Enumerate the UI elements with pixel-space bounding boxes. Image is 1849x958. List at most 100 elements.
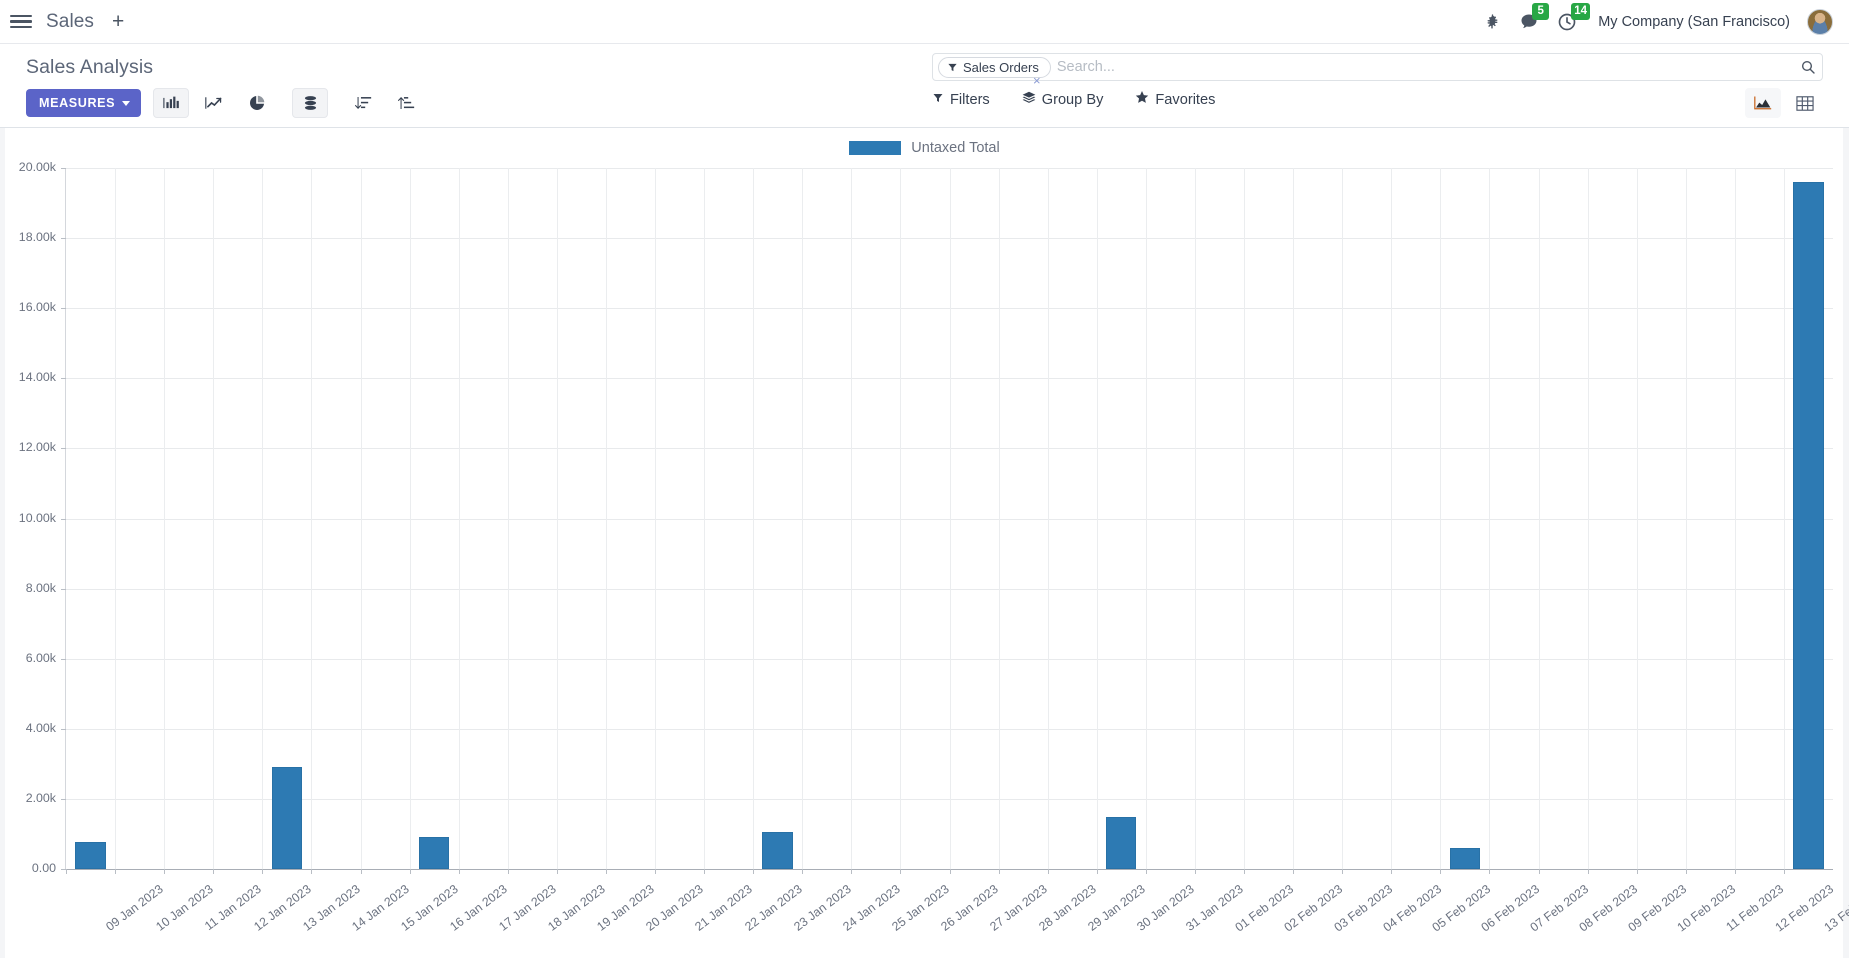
x-axis-tick-mark [1342,869,1344,874]
page-title: Sales Analysis [26,56,154,78]
x-axis-tick-mark [704,869,706,874]
chart-bar[interactable] [75,841,106,869]
line-chart-button[interactable] [196,88,232,118]
search-view[interactable]: Sales Orders × [932,53,1823,87]
company-switcher[interactable]: My Company (San Francisco) [1598,13,1790,30]
legend-swatch-untaxed-total[interactable] [849,141,902,155]
search-input[interactable] [1050,59,1794,75]
x-axis-tick-mark [164,869,166,874]
x-axis-tick-mark [66,869,67,874]
layers-icon [1022,91,1036,108]
y-axis-tick-label: 12.00k [18,440,56,455]
right-frame-edge [1843,128,1849,958]
x-gridline [655,168,656,869]
x-gridline [1096,168,1098,869]
x-axis-tick-mark [409,869,411,874]
search-facet-remove-icon[interactable]: × [1033,73,1041,88]
chart-bar[interactable] [1449,847,1481,869]
x-axis-tick-mark [1636,869,1638,874]
stacked-button[interactable] [292,88,329,118]
search-facet-sales-orders[interactable]: Sales Orders [938,56,1051,78]
new-record-button[interactable]: + [112,10,125,33]
x-gridline [556,168,558,869]
x-gridline [1685,168,1687,869]
y-axis-tick-mark [61,728,66,730]
chart-legend: Untaxed Total [0,140,1849,156]
measures-button[interactable]: MEASURES [26,89,142,117]
x-axis-tick-mark [1783,869,1785,874]
magnifier-icon[interactable] [1794,59,1816,75]
x-axis-tick-mark [655,869,656,874]
x-axis-tick-mark [262,869,264,874]
x-gridline [1734,168,1736,869]
chart-bar[interactable] [418,837,450,869]
activities-clock-icon[interactable]: 14 [1557,2,1591,32]
x-axis-tick-mark [458,869,460,874]
chart-bar[interactable] [1793,182,1824,869]
bug-icon[interactable] [1484,13,1501,30]
y-axis-tick-mark [61,448,66,450]
x-gridline [1244,168,1245,869]
filter-funnel-icon [939,62,963,73]
x-gridline [1145,168,1147,869]
pivot-view-button[interactable] [1787,88,1823,118]
group-by-menu-label: Group By [1041,91,1104,108]
navbar-left: Sales + [10,11,132,33]
x-gridline [360,168,362,869]
x-gridline [1636,168,1638,869]
x-axis-tick-mark [1734,869,1736,874]
messages-icon[interactable]: 5 [1518,2,1550,32]
x-gridline [311,168,313,869]
sort-ascending-button[interactable] [388,88,424,118]
x-gridline [753,168,755,869]
x-gridline [851,168,853,869]
bar-chart-button[interactable] [153,88,190,118]
x-axis-tick-mark [1685,869,1687,874]
x-gridline [900,168,902,869]
x-gridline [164,168,166,869]
x-gridline [409,168,411,869]
y-axis-tick-mark [61,168,66,169]
y-axis-tick-label: 14.00k [18,370,56,385]
app-name[interactable]: Sales [46,10,95,32]
graph-view-button[interactable] [1745,88,1781,118]
y-axis-tick-label: 6.00k [25,650,56,665]
chevron-down-icon [122,100,131,106]
y-axis-tick-mark [61,869,66,870]
x-gridline [998,168,1000,869]
control-panel-bottom-row: MEASURES [26,88,1823,118]
y-axis-tick-mark [61,238,66,240]
hamburger-icon[interactable] [10,13,32,31]
chart-bar[interactable] [762,832,793,869]
avatar[interactable] [1807,8,1833,35]
y-axis-tick-label: 20.00k [18,160,56,174]
view-switcher [1745,88,1823,118]
x-axis-tick-mark [213,869,215,874]
x-axis-tick-mark [1194,869,1196,874]
chart-bar[interactable] [271,767,303,869]
x-gridline [1194,168,1196,869]
filter-funnel-icon [932,92,944,108]
x-axis-tick-mark [1489,869,1491,874]
x-gridline [1342,168,1344,869]
x-axis-tick-mark [1293,869,1295,874]
x-gridline [507,168,509,869]
y-axis-tick-mark [61,798,66,800]
pie-chart-button[interactable] [239,88,275,118]
chart-bar[interactable] [1106,817,1137,869]
favorites-menu[interactable]: Favorites [1135,91,1215,108]
x-axis-tick-mark [1096,869,1098,874]
favorites-menu-label: Favorites [1155,91,1216,108]
filters-menu[interactable]: Filters [932,92,990,108]
y-axis-tick-label: 10.00k [18,510,56,525]
control-panel: Sales Analysis Sales Orders × MEASURES [0,44,1849,128]
y-axis-tick-label: 18.00k [18,230,56,245]
messages-badge: 5 [1532,2,1550,20]
x-gridline [1783,168,1785,869]
y-axis-tick-mark [61,518,66,520]
legend-label-untaxed-total[interactable]: Untaxed Total [911,140,1000,156]
sort-descending-button[interactable] [345,88,381,118]
y-axis-tick-label: 2.00k [25,790,56,805]
top-navbar: Sales + 5 14 My Company (San Francisco) [0,0,1849,44]
group-by-menu[interactable]: Group By [1022,91,1104,108]
